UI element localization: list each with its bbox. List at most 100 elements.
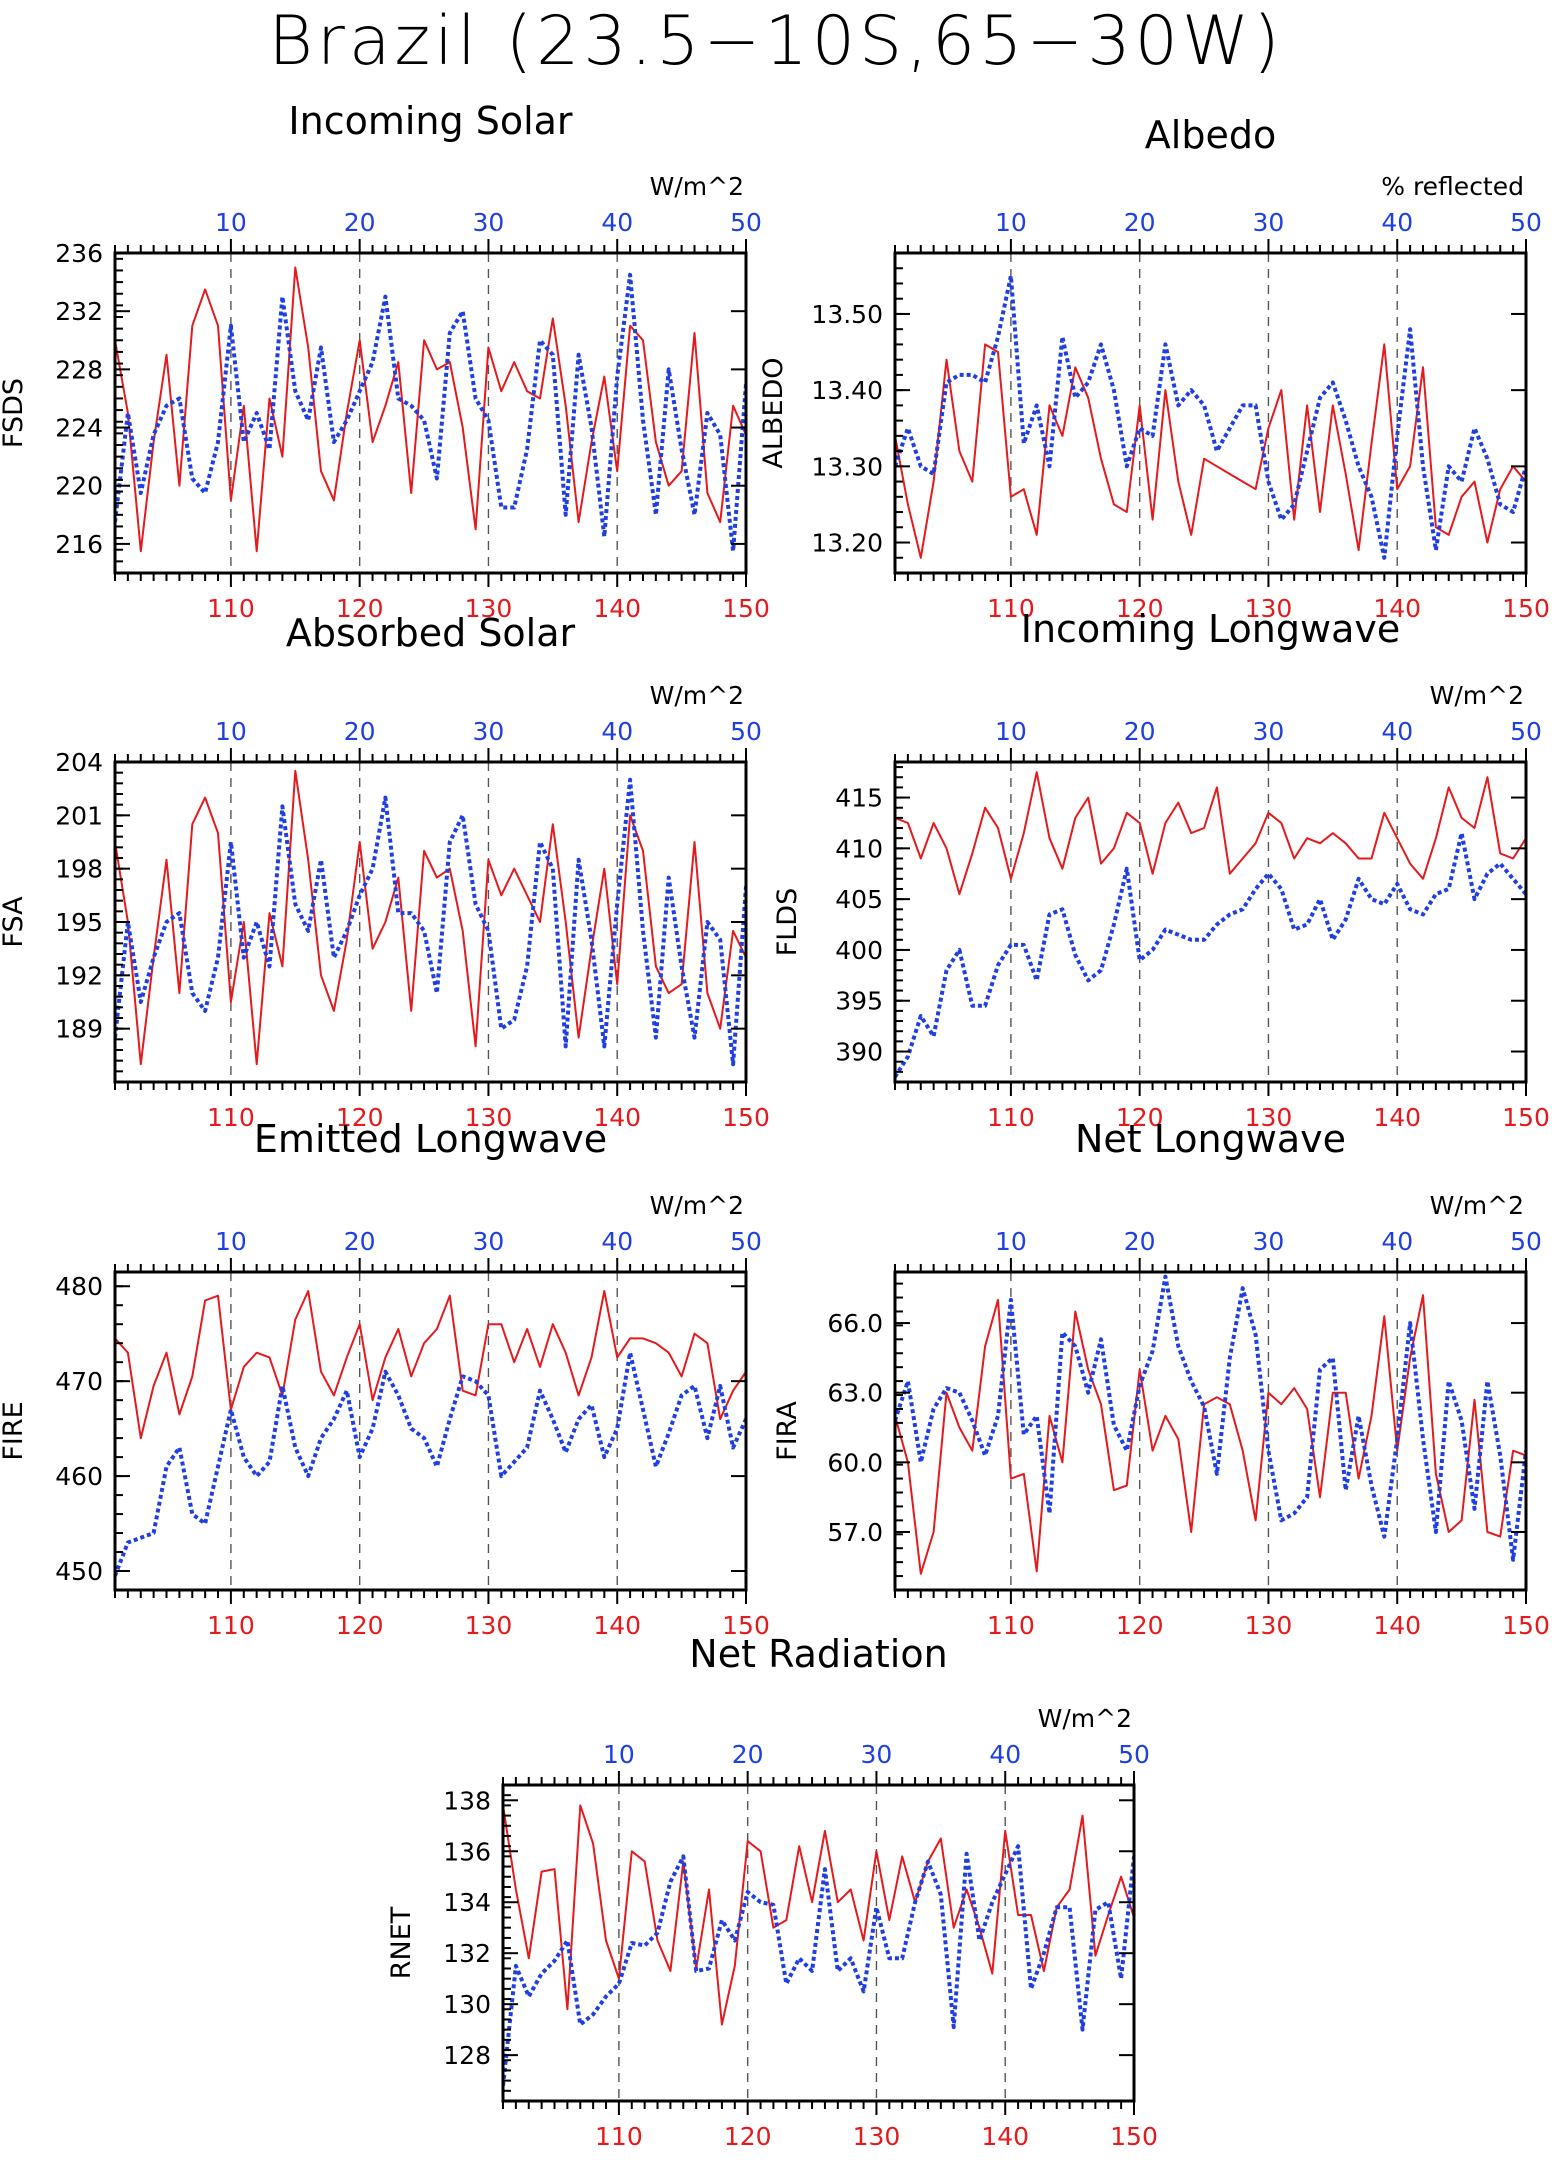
x-tick-label-top: 10 [995, 208, 1027, 237]
series-line-red [503, 1804, 1134, 2026]
x-tick-label-bottom: 130 [853, 2122, 901, 2151]
top-units-label: W/m^2 [650, 172, 744, 201]
x-tick-label-top: 50 [1118, 1740, 1150, 1769]
x-tick-label-top: 50 [730, 1227, 762, 1256]
y-tick-label: 13.50 [811, 300, 883, 329]
x-tick-label-top: 20 [732, 1740, 764, 1769]
top-units-label: W/m^2 [650, 681, 744, 710]
x-tick-label-bottom: 110 [207, 1103, 255, 1132]
y-axis-label: ALBEDO [758, 357, 789, 468]
x-tick-label-bottom: 130 [1245, 594, 1293, 623]
series-line-blue [115, 1350, 746, 1577]
top-units-label: % reflected [1381, 172, 1524, 201]
x-tick-label-top: 50 [730, 717, 762, 746]
x-tick-label-bottom: 150 [1110, 2122, 1158, 2151]
x-tick-label-top: 10 [995, 1227, 1027, 1256]
x-tick-label-top: 20 [344, 208, 376, 237]
x-tick-label-bottom: 150 [1502, 1103, 1550, 1132]
x-tick-label-top: 20 [344, 717, 376, 746]
y-tick-label: 134 [443, 1888, 491, 1917]
top-units-label: W/m^2 [1430, 1191, 1524, 1220]
series-line-blue [115, 272, 746, 554]
plot-frame [893, 1270, 1528, 1592]
panel-title: Incoming Longwave [1021, 607, 1400, 651]
x-tick-label-bottom: 140 [1373, 594, 1421, 623]
x-tick-label-bottom: 110 [595, 2122, 643, 2151]
y-tick-label: 66.0 [827, 1309, 883, 1338]
y-tick-label: 232 [55, 297, 103, 326]
y-tick-label: 195 [55, 908, 103, 937]
y-tick-label: 390 [835, 1038, 883, 1067]
y-tick-label: 470 [55, 1367, 103, 1396]
y-tick-label: 128 [443, 2041, 491, 2070]
x-tick-label-bottom: 110 [987, 1611, 1035, 1640]
x-tick-label-bottom: 140 [1373, 1611, 1421, 1640]
y-axis-label: FSDS [0, 378, 29, 448]
panel-fsa: Absorbed Solar W/m^2 110 120 130 140 150 10 20 30… [0, 611, 770, 1132]
top-units-label: W/m^2 [1430, 681, 1524, 710]
y-tick-label: 130 [443, 1990, 491, 2019]
plot-frame [501, 1783, 1136, 2103]
panel-title: Albedo [1145, 113, 1276, 157]
x-tick-label-top: 30 [473, 717, 505, 746]
x-tick-label-bottom: 120 [336, 1611, 384, 1640]
y-axis-label: FLDS [772, 888, 803, 957]
series-line-red [115, 769, 746, 1066]
y-tick-label: 189 [55, 1015, 103, 1044]
x-tick-label-top: 50 [1510, 1227, 1542, 1256]
series-line-blue [895, 831, 1526, 1078]
x-tick-label-bottom: 120 [1116, 1103, 1164, 1132]
x-tick-label-bottom: 140 [593, 594, 641, 623]
plot-frame [893, 760, 1528, 1084]
panel-fsds: Incoming Solar W/m^2 110 120 130 140 150 10 20 30… [0, 99, 770, 623]
y-tick-label: 13.20 [811, 529, 883, 558]
panel-title: Net Radiation [689, 1632, 947, 1676]
x-tick-label-top: 30 [1253, 717, 1285, 746]
y-tick-label: 60.0 [827, 1448, 883, 1477]
x-tick-label-top: 40 [1381, 717, 1413, 746]
y-tick-label: 460 [55, 1462, 103, 1491]
panel-title: Emitted Longwave [254, 1117, 607, 1161]
x-tick-label-top: 20 [1124, 208, 1156, 237]
x-tick-label-top: 20 [1124, 1227, 1156, 1256]
y-tick-label: 480 [55, 1272, 103, 1301]
series-line-red [895, 343, 1526, 559]
top-units-label: W/m^2 [1038, 1704, 1132, 1733]
y-axis-label: FIRE [0, 1401, 29, 1460]
panel-title: Incoming Solar [288, 99, 573, 143]
x-tick-label-top: 10 [215, 1227, 247, 1256]
y-tick-label: 132 [443, 1939, 491, 1968]
x-tick-label-bottom: 140 [593, 1103, 641, 1132]
x-tick-label-top: 50 [1510, 208, 1542, 237]
panel-title: Net Longwave [1075, 1117, 1346, 1161]
panel-albedo: Albedo % reflected 110 120 130 140 150 10 20 30 40… [758, 113, 1550, 623]
y-tick-label: 228 [55, 355, 103, 384]
x-tick-label-bottom: 130 [1245, 1611, 1293, 1640]
x-tick-label-top: 10 [215, 208, 247, 237]
x-tick-label-bottom: 140 [981, 2122, 1029, 2151]
x-tick-label-bottom: 130 [465, 594, 513, 623]
top-units-label: W/m^2 [650, 1191, 744, 1220]
y-tick-label: 405 [835, 885, 883, 914]
y-tick-label: 63.0 [827, 1379, 883, 1408]
y-tick-label: 13.40 [811, 376, 883, 405]
series-line-blue [895, 1274, 1526, 1562]
x-tick-label-top: 40 [1381, 208, 1413, 237]
y-tick-label: 57.0 [827, 1518, 883, 1547]
x-tick-label-top: 40 [1381, 1227, 1413, 1256]
y-tick-label: 395 [835, 987, 883, 1016]
y-tick-label: 138 [443, 1786, 491, 1815]
y-tick-label: 198 [55, 855, 103, 884]
plot-frame [113, 1270, 748, 1592]
x-tick-label-bottom: 150 [722, 1103, 770, 1132]
x-tick-label-top: 40 [989, 1740, 1021, 1769]
x-tick-label-top: 10 [603, 1740, 635, 1769]
y-axis-label: FIRA [772, 1401, 803, 1461]
panel-rnet: Net Radiation W/m^2 110 120 130 140 150 10 20 30 4… [386, 1632, 1158, 2151]
y-tick-label: 204 [55, 748, 103, 777]
x-tick-label-bottom: 130 [465, 1103, 513, 1132]
x-tick-label-bottom: 120 [336, 594, 384, 623]
x-tick-label-top: 40 [601, 208, 633, 237]
x-tick-label-top: 30 [473, 208, 505, 237]
x-tick-label-bottom: 150 [1502, 1611, 1550, 1640]
